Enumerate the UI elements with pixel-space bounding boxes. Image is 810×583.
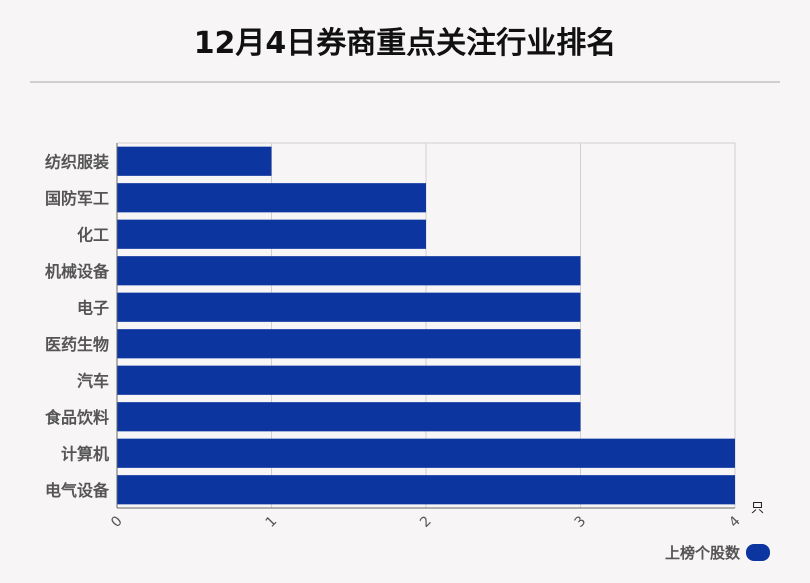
bar-10 [117,475,735,505]
bar-1 [117,146,272,176]
bar-3 [117,219,426,249]
x-tick-label: 1 [263,513,281,531]
legend-label: 上榜个股数 [664,543,740,562]
legend: 上榜个股数 [665,540,770,564]
x-unit-label: 只 [751,501,764,516]
y-tick-label: 计算机 [61,444,109,463]
x-tick-label: 3 [572,513,590,531]
y-tick-label: 纺织服装 [45,152,109,171]
bar-7 [117,365,581,395]
y-tick-label: 机械设备 [45,262,110,281]
bar-6 [117,329,581,359]
x-tick-label: 0 [108,513,126,531]
bar-2 [117,183,426,213]
bar-8 [117,402,581,432]
bar-5 [117,292,581,322]
bar-4 [117,256,581,286]
y-tick-label: 食品饮料 [44,408,109,427]
y-tick-label: 电气设备 [45,481,110,500]
title-divider [30,81,780,83]
x-tick-label: 2 [417,513,435,531]
x-tick-label: 4 [726,513,744,531]
y-tick-label: 汽车 [77,371,109,390]
y-tick-label: 化工 [77,225,109,244]
y-tick-label: 国防军工 [45,189,109,208]
chart-title: 12月4日券商重点关注行业排名 [193,26,617,61]
bar-9 [117,438,735,468]
y-tick-label: 电子 [77,298,109,317]
y-tick-label: 医药生物 [45,335,109,354]
legend-swatch [746,543,770,561]
